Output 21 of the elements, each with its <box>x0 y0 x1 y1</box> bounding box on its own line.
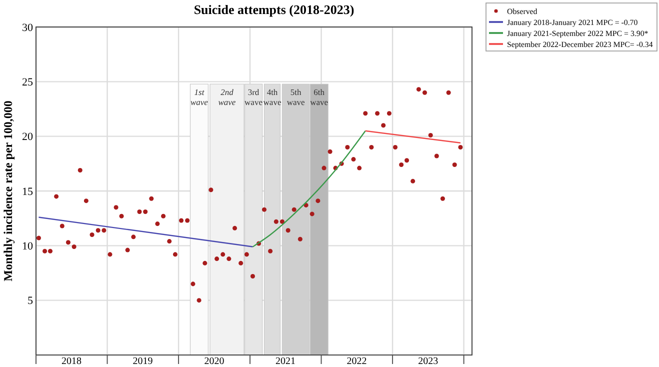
x-tick-label: 2021 <box>276 356 296 367</box>
x-tick-label: 2023 <box>418 356 438 367</box>
band-label: 2nd wave <box>218 87 236 108</box>
band-label: 3rd wave <box>244 87 263 108</box>
x-tick-label: 2018 <box>62 356 82 367</box>
band-label: 1st wave <box>190 87 208 108</box>
band-label: 4th wave <box>263 87 282 108</box>
band-label: 5th wave <box>286 87 305 108</box>
band-label: 6th wave <box>310 87 328 108</box>
line-series <box>252 130 366 248</box>
y-tick-label: 5 <box>28 295 34 308</box>
chart-title: Suicide attempts (2018-2023) <box>194 2 354 17</box>
x-tick-label: 2020 <box>204 356 224 367</box>
y-tick-label: 10 <box>22 240 34 253</box>
x-tick-label: 2019 <box>132 356 153 367</box>
y-tick-label: 25 <box>22 76 34 89</box>
y-tick-label: 15 <box>22 186 34 198</box>
y-tick-label: 30 <box>22 22 34 34</box>
y-tick-label: 20 <box>22 131 34 144</box>
x-tick-label: 2022 <box>346 356 367 367</box>
y-axis-title: Monthly incidence rate per 100,000 <box>1 100 15 282</box>
